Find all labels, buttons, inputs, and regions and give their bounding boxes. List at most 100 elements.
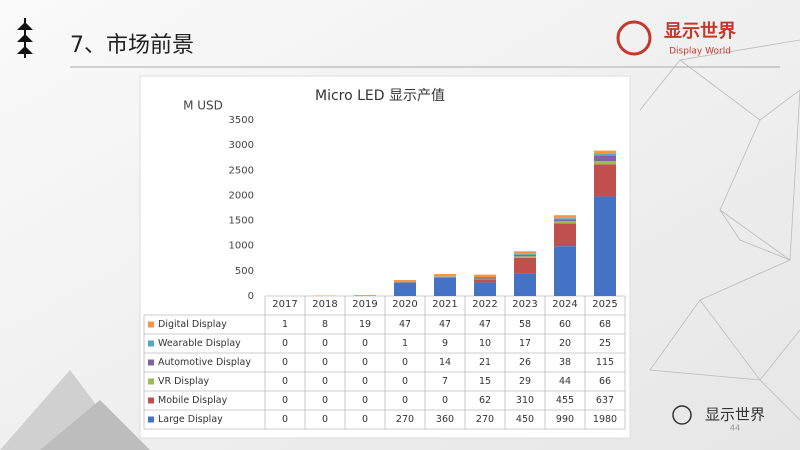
decoration: [40, 400, 150, 450]
table-value: 68: [599, 319, 611, 330]
bar-segment: [474, 282, 496, 296]
bar-segment: [474, 277, 496, 279]
y-tick-label: 500: [235, 266, 254, 277]
table-value: 66: [599, 376, 611, 387]
table-value: 14: [439, 357, 451, 368]
bar-segment: [514, 257, 536, 274]
table-value: 10: [479, 338, 491, 349]
bar-segment: [474, 279, 496, 283]
legend-swatch: [148, 397, 154, 404]
bar-segment: [434, 277, 456, 296]
bar-segment: [434, 274, 456, 277]
table-value: 47: [399, 319, 411, 330]
table-value: 0: [362, 376, 368, 387]
table-value: 455: [556, 395, 574, 406]
table-value: 17: [519, 338, 531, 349]
x-tick-label: 2024: [552, 299, 577, 310]
footer-icon: [672, 405, 692, 425]
table-value: 47: [479, 319, 491, 330]
bar-segment: [474, 274, 496, 277]
table-value: 7: [442, 376, 448, 387]
y-tick-label: 1500: [229, 216, 254, 227]
table-value: 47: [439, 319, 451, 330]
table-value: 9: [442, 338, 448, 349]
slide-title: 7、市场前景: [70, 33, 194, 58]
table-value: 0: [322, 376, 328, 387]
table-value: 0: [402, 357, 408, 368]
table-value: 0: [322, 395, 328, 406]
table-value: 115: [596, 357, 614, 368]
y-tick-label: 1000: [229, 241, 254, 252]
bar-segment: [474, 278, 496, 280]
table-value: 0: [282, 338, 288, 349]
bar-segment: [554, 246, 576, 296]
table-value: 38: [559, 357, 571, 368]
x-tick-label: 2018: [312, 299, 337, 310]
table-value: 990: [556, 414, 574, 425]
bar-segment: [354, 295, 376, 296]
table-value: 0: [322, 414, 328, 425]
table-value: 0: [322, 338, 328, 349]
bar-segment: [554, 219, 576, 222]
table-value: 19: [359, 319, 371, 330]
chart-title: Micro LED 显示产值: [315, 88, 445, 104]
legend-label: Wearable Display: [158, 338, 241, 349]
x-tick-label: 2017: [272, 299, 297, 310]
slide-icon: [17, 18, 33, 58]
table-value: 21: [479, 357, 491, 368]
legend-label: Automotive Display: [158, 357, 251, 368]
bar-segment: [514, 255, 536, 257]
bar-segment: [554, 215, 576, 219]
table-value: 26: [519, 357, 531, 368]
bar-segment: [394, 280, 416, 283]
table-value: 1980: [593, 414, 617, 425]
table-value: 44: [559, 376, 571, 387]
bar-segment: [594, 150, 616, 155]
table-value: 0: [362, 414, 368, 425]
y-tick-label: 0: [248, 291, 254, 302]
bar-segment: [514, 256, 536, 258]
y-tick-label: 2000: [229, 190, 254, 201]
table-value: 15: [479, 376, 491, 387]
logo-icon: [616, 20, 652, 56]
table-value: 0: [282, 414, 288, 425]
legend-label: VR Display: [158, 376, 210, 387]
table-value: 0: [402, 395, 408, 406]
table-value: 20: [559, 338, 571, 349]
table-value: 0: [362, 357, 368, 368]
table-value: 1: [402, 338, 408, 349]
x-tick-label: 2019: [352, 299, 377, 310]
table-value: 270: [476, 414, 494, 425]
legend-label: Digital Display: [158, 319, 227, 330]
x-tick-label: 2020: [392, 299, 417, 310]
table-value: 0: [402, 376, 408, 387]
x-tick-label: 2021: [432, 299, 457, 310]
table-value: 25: [599, 338, 611, 349]
table-value: 0: [322, 357, 328, 368]
x-tick-label: 2022: [472, 299, 497, 310]
bar-segment: [434, 276, 456, 278]
page-number: 44: [730, 424, 740, 433]
x-tick-label: 2023: [512, 299, 537, 310]
table-value: 0: [282, 376, 288, 387]
bar-segment: [594, 155, 616, 162]
decoration: [639, 39, 800, 421]
table-value: 62: [479, 395, 491, 406]
table-value: 637: [596, 395, 614, 406]
bar-segment: [594, 196, 616, 296]
table-value: 8: [322, 319, 328, 330]
bar-segment: [554, 221, 576, 224]
bar-segment: [594, 164, 616, 197]
legend-swatch: [148, 378, 154, 385]
table-value: 60: [559, 319, 571, 330]
bar-segment: [554, 218, 576, 220]
y-tick-label: 3500: [229, 115, 254, 126]
table-value: 1: [282, 319, 288, 330]
table-value: 0: [362, 338, 368, 349]
logo-text: 显示世界: [664, 21, 736, 42]
y-tick-label: 2500: [229, 165, 254, 176]
table-value: 29: [519, 376, 531, 387]
legend-label: Large Display: [158, 414, 223, 425]
